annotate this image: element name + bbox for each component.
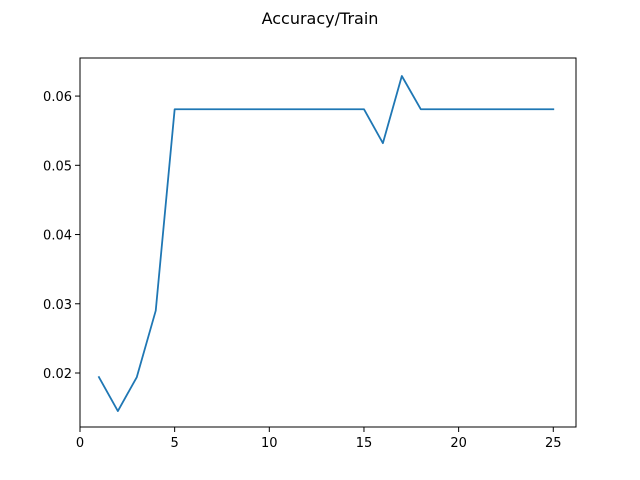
data-point bbox=[515, 108, 517, 110]
data-point bbox=[231, 108, 233, 110]
data-point bbox=[401, 75, 403, 77]
x-tick-label: 20 bbox=[450, 436, 467, 451]
data-point bbox=[420, 108, 422, 110]
y-tick-label: 0.06 bbox=[43, 90, 72, 105]
data-point bbox=[136, 376, 138, 378]
series-line-0 bbox=[97, 75, 555, 412]
data-point bbox=[363, 108, 365, 110]
y-tick-label: 0.04 bbox=[43, 229, 72, 244]
data-point bbox=[533, 108, 535, 110]
plot-area: 0 5 10 15 20 25 0.02 0.03 0.04 0.05 0.06 bbox=[43, 75, 562, 451]
x-tick-label: 5 bbox=[171, 436, 179, 451]
x-tick-label: 15 bbox=[356, 436, 373, 451]
data-point bbox=[496, 108, 498, 110]
data-point bbox=[249, 108, 251, 110]
data-point bbox=[382, 142, 384, 144]
data-point bbox=[268, 108, 270, 110]
data-point bbox=[174, 108, 176, 110]
data-point bbox=[306, 108, 308, 110]
data-point bbox=[477, 108, 479, 110]
x-tick-label: 10 bbox=[261, 436, 278, 451]
y-tick-label: 0.02 bbox=[43, 367, 72, 382]
x-tick-label: 0 bbox=[76, 436, 84, 451]
data-point bbox=[439, 108, 441, 110]
y-tick-label: 0.03 bbox=[43, 298, 72, 313]
data-point bbox=[344, 108, 346, 110]
data-point bbox=[212, 108, 214, 110]
data-point bbox=[325, 108, 327, 110]
data-point bbox=[287, 108, 289, 110]
data-point bbox=[193, 108, 195, 110]
chart-title: Accuracy/Train bbox=[262, 9, 379, 28]
plot-frame bbox=[79, 57, 577, 428]
data-point bbox=[98, 376, 100, 378]
data-point bbox=[155, 310, 157, 312]
data-point bbox=[458, 108, 460, 110]
data-point bbox=[552, 108, 554, 110]
y-tick-label: 0.05 bbox=[43, 159, 72, 174]
data-point bbox=[117, 410, 119, 412]
x-tick-label: 25 bbox=[545, 436, 562, 451]
